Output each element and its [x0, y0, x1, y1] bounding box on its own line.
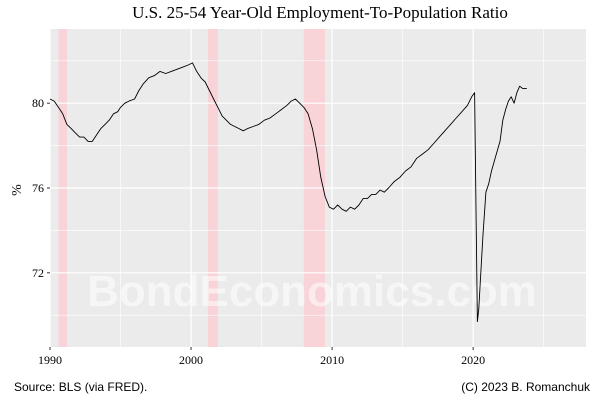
- series-line-1: [49, 62, 527, 323]
- source-caption: Source: BLS (via FRED).: [14, 380, 147, 394]
- x-tick-label: 2020: [461, 353, 485, 367]
- x-tick-label: 2010: [320, 353, 344, 367]
- x-tick-label: 1990: [38, 353, 62, 367]
- data-line: [49, 62, 527, 323]
- y-tick-label: 80: [32, 96, 44, 110]
- copyright-caption: (C) 2023 B. Romanchuk: [461, 380, 591, 394]
- watermark: BondEconomics.com: [87, 267, 537, 316]
- x-tick-label: 2000: [179, 353, 203, 367]
- axes: 72 76 80 1990 2000 2010 2020: [32, 96, 485, 367]
- y-tick-label: 76: [32, 181, 44, 195]
- y-tick-label: 72: [32, 266, 44, 280]
- chart-title: U.S. 25-54 Year-Old Employment-To-Popula…: [132, 3, 508, 22]
- y-axis-label: %: [10, 184, 25, 196]
